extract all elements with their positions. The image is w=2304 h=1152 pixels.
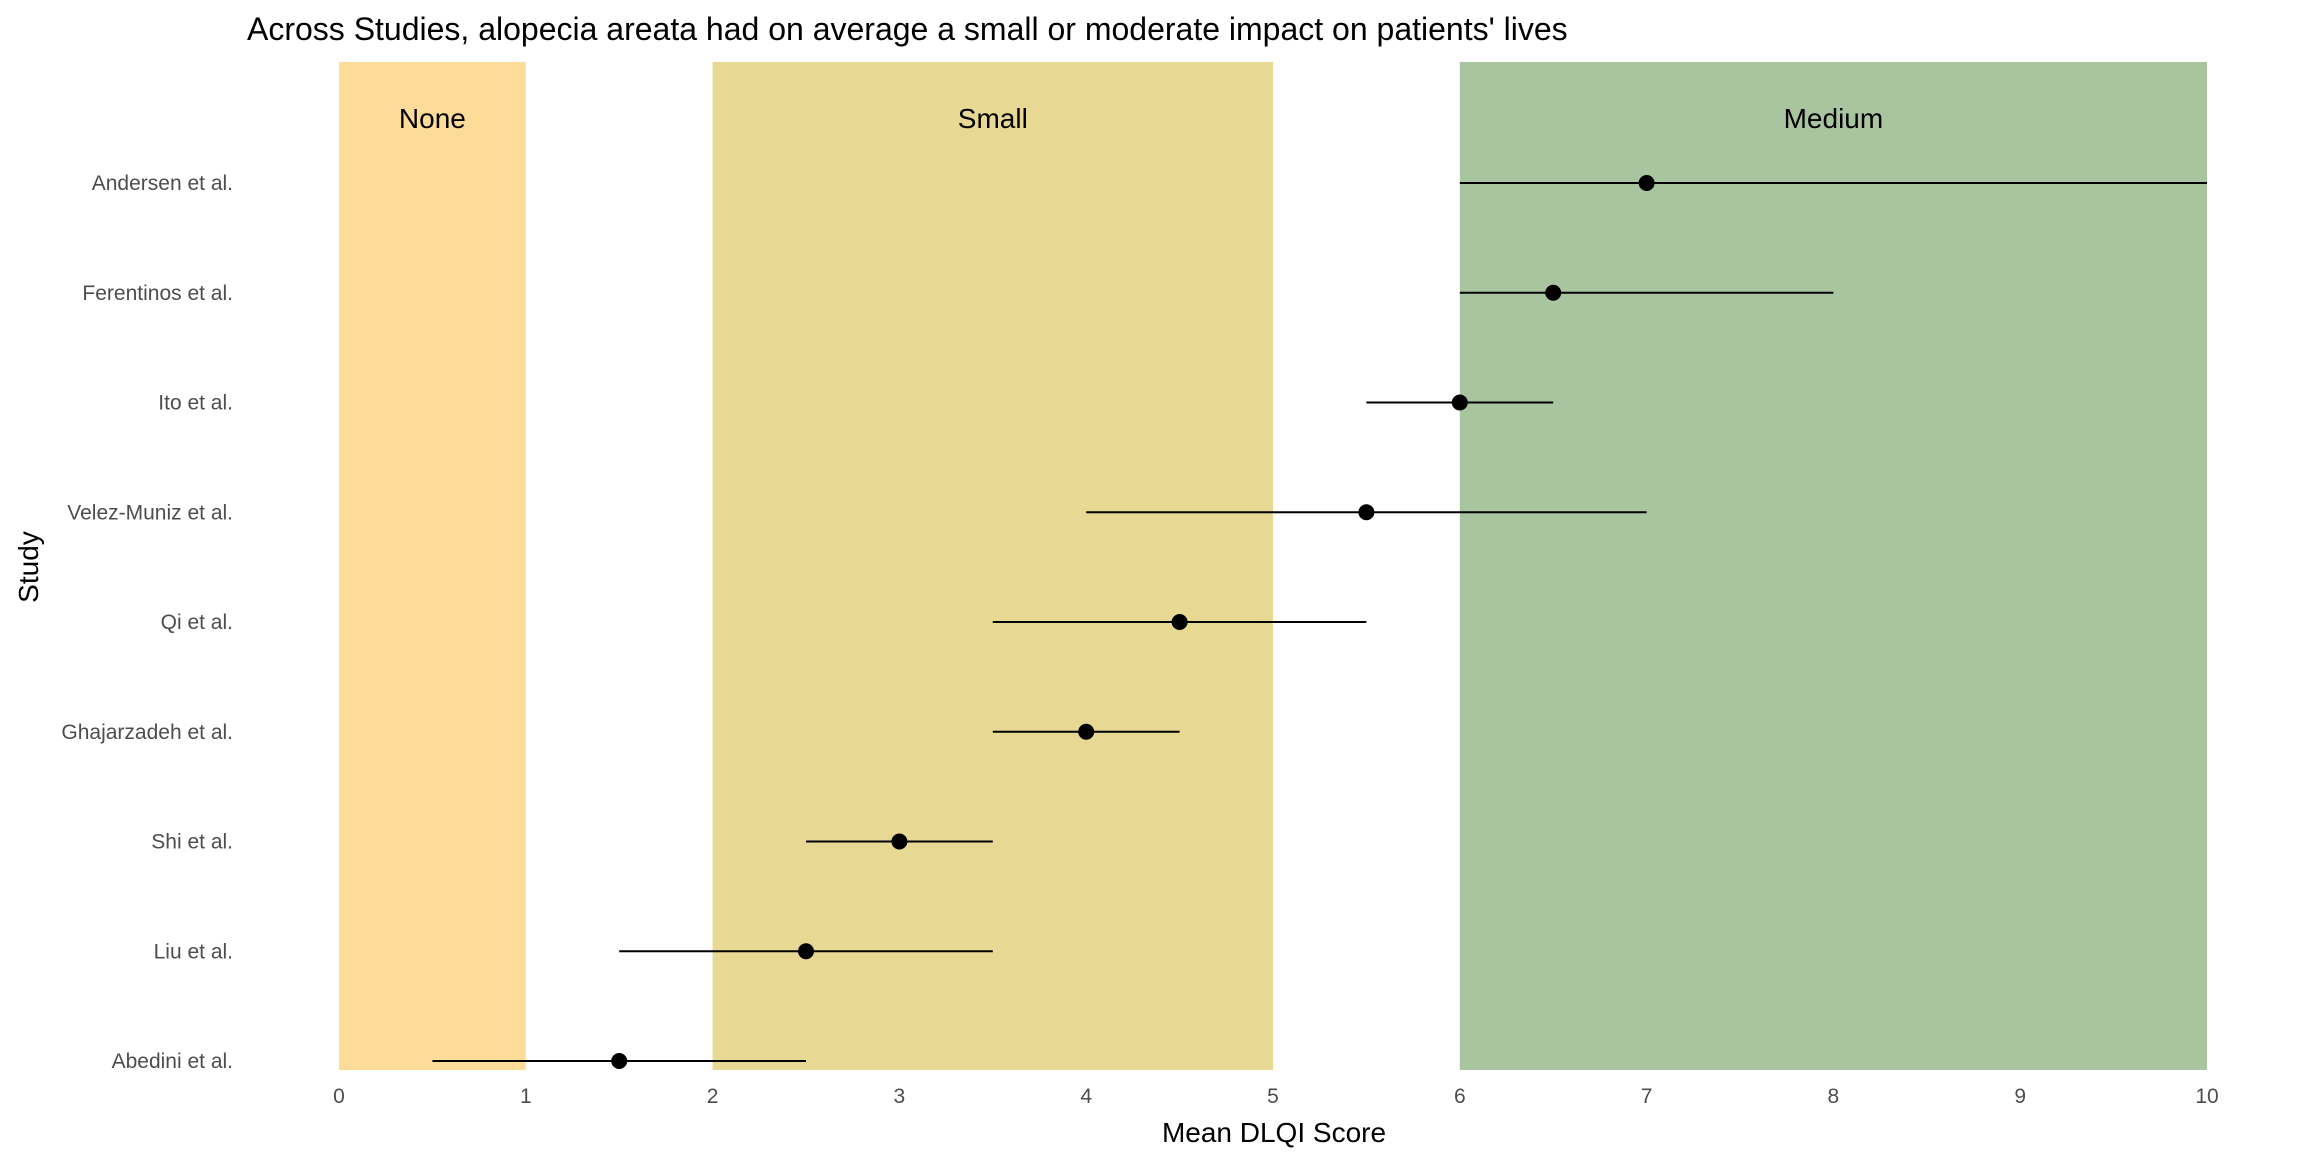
band-small: [712, 62, 1273, 1070]
x-tick-label: 10: [2195, 1085, 2218, 1108]
band-label-none: None: [399, 103, 466, 134]
band-label-medium: Medium: [1784, 103, 1884, 134]
band-label-small: Small: [958, 103, 1028, 134]
y-axis-label: Study: [13, 531, 44, 603]
mean-points: [611, 175, 1655, 1069]
mean-point: [891, 833, 908, 850]
band-none: [339, 62, 526, 1070]
mean-point: [1171, 614, 1188, 630]
x-tick-label: 5: [1267, 1085, 1279, 1108]
x-tick-label: 1: [520, 1085, 532, 1108]
impact-bands: None Small Medium: [339, 62, 2207, 1070]
y-tick-label: Shi et al.: [151, 831, 233, 854]
x-tick-label: 4: [1080, 1085, 1092, 1108]
x-axis-ticks: 0 1 2 3 4 5 6 7 8 9 10: [333, 1085, 2219, 1108]
x-tick-label: 8: [1828, 1085, 1840, 1108]
chart-title: Across Studies, alopecia areata had on a…: [247, 11, 1568, 47]
y-tick-label: Ito et al.: [158, 392, 233, 415]
mean-point: [1358, 504, 1375, 521]
y-tick-label: Andersen et al.: [92, 172, 233, 195]
y-tick-label: Liu et al.: [154, 940, 233, 963]
mean-point: [1078, 723, 1095, 740]
x-tick-label: 2: [707, 1085, 719, 1108]
band-medium: [1459, 62, 2207, 1070]
mean-point: [1545, 284, 1562, 301]
y-tick-label: Ferentinos et al.: [82, 282, 233, 305]
y-tick-label: Qi et al.: [161, 611, 233, 634]
y-tick-label: Abedini et al.: [112, 1050, 233, 1073]
mean-point: [1451, 394, 1468, 411]
y-tick-label: Ghajarzadeh et al.: [61, 721, 233, 744]
x-tick-label: 3: [894, 1085, 906, 1108]
mean-point: [611, 1053, 628, 1069]
x-tick-label: 7: [1641, 1085, 1653, 1108]
x-tick-label: 0: [333, 1085, 345, 1108]
mean-point: [798, 943, 814, 960]
y-axis-ticks: Andersen et al. Ferentinos et al. Ito et a…: [61, 172, 233, 1073]
x-axis-label: Mean DLQI Score: [1162, 1117, 1386, 1148]
mean-point: [1638, 175, 1655, 191]
y-tick-label: Velez-Muniz et al.: [67, 501, 233, 524]
x-tick-label: 6: [1454, 1085, 1466, 1108]
x-tick-label: 9: [2014, 1085, 2026, 1108]
